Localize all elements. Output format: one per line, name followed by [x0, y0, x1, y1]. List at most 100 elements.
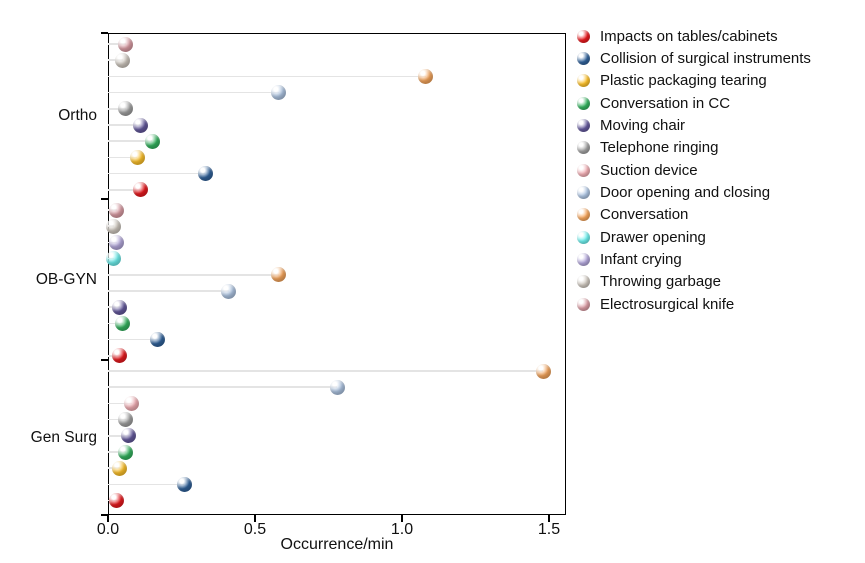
legend-marker-moving-chair — [577, 119, 590, 133]
x-axis-tick — [548, 515, 550, 522]
legend-label-conversation-in-cc: Conversation in CC — [600, 94, 731, 112]
stem-gen-surg-conversation — [108, 370, 544, 372]
stem-gen-surg-telephone-ringing — [108, 418, 126, 421]
stem-gen-surg-moving-chair — [108, 435, 129, 437]
y-axis-tick — [101, 514, 108, 516]
marker-ortho-electrosurgical-knife — [118, 36, 134, 52]
stem-ortho-plastic-packaging-tearing — [108, 156, 138, 159]
x-tick-label: 1.0 — [390, 521, 414, 538]
legend-item-throwing-garbage: Throwing garbage — [577, 271, 811, 293]
legend-item-conversation-in-cc: Conversation in CC — [577, 92, 811, 114]
stem-ortho-door-opening-and-closing — [108, 91, 279, 94]
stem-ortho-telephone-ringing — [108, 108, 126, 110]
marker-ortho-conversation-in-cc — [144, 133, 160, 149]
legend-label-telephone-ringing: Telephone ringing — [600, 139, 719, 157]
x-axis-title: Occurrence/min — [280, 536, 394, 553]
marker-ortho-throwing-garbage — [115, 52, 131, 68]
legend-marker-throwing-garbage — [577, 275, 590, 289]
marker-ob-gyn-electrosurgical-knife — [109, 202, 125, 218]
legend-item-collision-of-surgical-instruments: Collision of surgical instruments — [577, 47, 811, 69]
marker-ortho-door-opening-and-closing — [271, 85, 287, 101]
legend-label-door-opening-and-closing: Door opening and closing — [600, 184, 771, 202]
legend-marker-collision-of-surgical-instruments — [577, 52, 590, 66]
marker-ortho-conversation — [418, 68, 434, 84]
legend-item-suction-device: Suction device — [577, 159, 811, 181]
legend-item-impacts-on-tables-cabinets: Impacts on tables/cabinets — [577, 25, 811, 47]
legend-label-infant-crying: Infant crying — [600, 251, 682, 269]
x-tick-label: 1.5 — [537, 521, 561, 538]
stem-ortho-conversation-in-cc — [108, 140, 153, 142]
marker-gen-surg-door-opening-and-closing — [329, 379, 345, 395]
legend: Impacts on tables/cabinets Collision of s… — [577, 25, 811, 315]
marker-gen-surg-conversation — [535, 363, 551, 379]
marker-ortho-plastic-packaging-tearing — [129, 149, 145, 165]
legend-item-moving-chair: Moving chair — [577, 114, 811, 136]
x-tick-label: 0.0 — [96, 521, 120, 538]
legend-marker-conversation-in-cc — [577, 96, 590, 110]
x-axis-tick — [401, 515, 403, 522]
legend-marker-suction-device — [577, 163, 590, 177]
marker-gen-surg-suction-device — [124, 395, 140, 411]
legend-marker-door-opening-and-closing — [577, 186, 590, 200]
legend-marker-infant-crying — [577, 253, 590, 267]
marker-ortho-impacts-on-tables-cabinets — [132, 182, 148, 198]
group-label-gen-surg: Gen Surg — [30, 428, 97, 446]
marker-ob-gyn-collision-of-surgical-instruments — [150, 332, 166, 348]
marker-ortho-telephone-ringing — [118, 101, 134, 117]
stem-ortho-conversation — [108, 75, 426, 78]
legend-item-door-opening-and-closing: Door opening and closing — [577, 181, 811, 203]
stem-ob-gyn-door-opening-and-closing — [108, 290, 229, 292]
group-label-ortho: Ortho — [58, 107, 97, 124]
marker-ortho-collision-of-surgical-instruments — [197, 166, 213, 182]
legend-item-drawer-opening: Drawer opening — [577, 226, 811, 248]
legend-item-conversation: Conversation — [577, 204, 811, 226]
marker-ob-gyn-moving-chair — [112, 299, 128, 315]
legend-label-drawer-opening: Drawer opening — [600, 228, 706, 246]
y-axis-tick — [101, 32, 108, 34]
stem-ortho-collision-of-surgical-instruments — [108, 172, 206, 175]
stem-gen-surg-conversation-in-cc — [108, 451, 126, 453]
legend-label-throwing-garbage: Throwing garbage — [600, 273, 721, 291]
legend-marker-telephone-ringing — [577, 141, 590, 155]
marker-ob-gyn-conversation — [271, 267, 287, 283]
legend-marker-electrosurgical-knife — [577, 297, 590, 311]
legend-item-telephone-ringing: Telephone ringing — [577, 137, 811, 159]
legend-label-collision-of-surgical-instruments: Collision of surgical instruments — [600, 50, 811, 68]
marker-gen-surg-collision-of-surgical-instruments — [176, 476, 192, 492]
y-axis-tick — [101, 198, 108, 200]
stem-ortho-electrosurgical-knife — [108, 43, 126, 45]
legend-label-electrosurgical-knife: Electrosurgical knife — [600, 295, 735, 313]
legend-item-infant-crying: Infant crying — [577, 248, 811, 270]
marker-ob-gyn-throwing-garbage — [106, 218, 122, 234]
legend-label-moving-chair: Moving chair — [600, 117, 686, 135]
marker-ob-gyn-conversation-in-cc — [115, 315, 131, 331]
marker-ob-gyn-impacts-on-tables-cabinets — [112, 348, 128, 364]
marker-ob-gyn-drawer-opening — [106, 251, 122, 267]
marker-gen-surg-impacts-on-tables-cabinets — [109, 493, 125, 509]
marker-gen-surg-conversation-in-cc — [118, 444, 134, 460]
legend-marker-drawer-opening — [577, 230, 590, 244]
stem-ortho-impacts-on-tables-cabinets — [108, 189, 141, 191]
marker-gen-surg-moving-chair — [121, 428, 137, 444]
marker-gen-surg-plastic-packaging-tearing — [112, 460, 128, 476]
group-label-ob-gyn: OB-GYN — [35, 270, 97, 288]
marker-ortho-moving-chair — [132, 117, 148, 133]
legend-item-plastic-packaging-tearing: Plastic packaging tearing — [577, 70, 811, 92]
legend-label-impacts-on-tables-cabinets: Impacts on tables/cabinets — [600, 27, 778, 45]
legend-label-suction-device: Suction device — [600, 161, 698, 179]
marker-gen-surg-telephone-ringing — [118, 412, 134, 428]
x-tick-label: 0.5 — [243, 521, 267, 538]
y-axis-tick — [101, 359, 108, 361]
marker-ob-gyn-infant-crying — [109, 234, 125, 250]
legend-label-conversation: Conversation — [600, 206, 689, 224]
stem-gen-surg-collision-of-surgical-instruments — [108, 483, 185, 486]
marker-ob-gyn-door-opening-and-closing — [221, 283, 237, 299]
stem-ortho-moving-chair — [108, 124, 141, 126]
stem-ob-gyn-collision-of-surgical-instruments — [108, 338, 158, 341]
x-axis-tick — [254, 515, 256, 522]
legend-item-electrosurgical-knife: Electrosurgical knife — [577, 293, 811, 315]
legend-marker-plastic-packaging-tearing — [577, 74, 590, 88]
legend-label-plastic-packaging-tearing: Plastic packaging tearing — [600, 72, 767, 90]
axis-frame — [108, 33, 566, 515]
